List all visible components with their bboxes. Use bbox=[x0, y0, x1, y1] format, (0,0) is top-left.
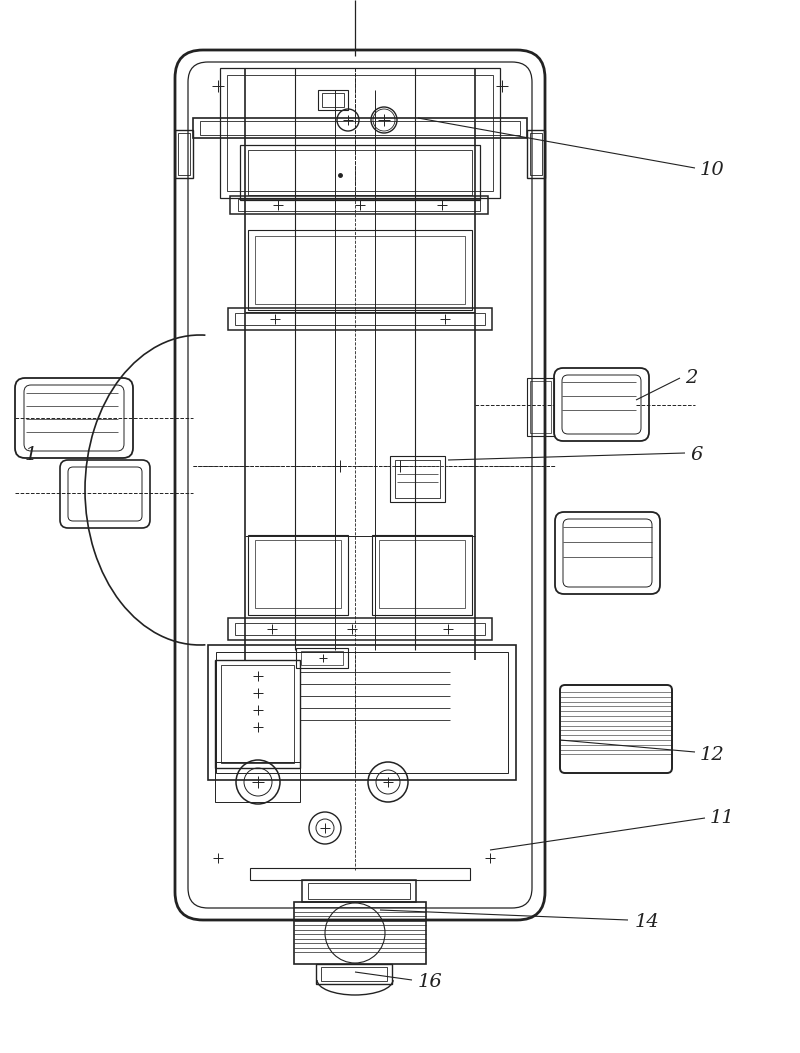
Bar bbox=[530, 133, 542, 175]
Bar bbox=[390, 456, 445, 502]
Bar bbox=[296, 648, 348, 668]
Bar bbox=[301, 651, 343, 665]
Bar bbox=[302, 880, 416, 902]
Bar bbox=[530, 381, 551, 433]
Bar bbox=[316, 963, 392, 984]
Bar bbox=[227, 75, 493, 191]
Bar bbox=[220, 68, 500, 198]
Bar bbox=[379, 540, 465, 608]
Text: 11: 11 bbox=[710, 809, 734, 827]
Bar bbox=[230, 196, 488, 214]
Bar bbox=[228, 307, 492, 330]
Bar bbox=[178, 133, 190, 175]
Bar bbox=[250, 868, 470, 880]
Text: 12: 12 bbox=[700, 746, 725, 764]
Bar bbox=[255, 540, 341, 608]
Bar bbox=[215, 660, 300, 768]
Text: 16: 16 bbox=[418, 973, 442, 991]
Bar bbox=[248, 230, 472, 310]
Bar bbox=[294, 902, 426, 963]
Bar bbox=[322, 93, 344, 107]
Bar bbox=[527, 378, 554, 436]
Bar bbox=[248, 535, 348, 615]
Bar bbox=[321, 967, 387, 981]
Bar bbox=[193, 118, 527, 138]
Text: 6: 6 bbox=[690, 446, 702, 464]
Bar bbox=[215, 762, 300, 802]
Bar bbox=[208, 645, 516, 780]
Text: 10: 10 bbox=[700, 161, 725, 179]
Text: 1: 1 bbox=[25, 446, 38, 464]
Bar bbox=[238, 199, 480, 211]
Bar bbox=[372, 535, 472, 615]
Bar bbox=[235, 623, 485, 635]
Bar bbox=[395, 460, 440, 498]
Bar bbox=[308, 883, 410, 899]
Text: 2: 2 bbox=[685, 369, 698, 388]
Bar bbox=[240, 145, 480, 200]
Bar bbox=[248, 150, 472, 195]
Bar bbox=[200, 121, 520, 135]
Bar bbox=[228, 618, 492, 640]
Bar bbox=[527, 130, 545, 178]
Bar bbox=[216, 652, 508, 773]
Bar bbox=[175, 130, 193, 178]
Bar bbox=[235, 313, 485, 325]
Bar bbox=[255, 236, 465, 304]
Bar bbox=[221, 665, 294, 763]
Bar bbox=[318, 90, 348, 110]
Text: 14: 14 bbox=[635, 913, 660, 931]
